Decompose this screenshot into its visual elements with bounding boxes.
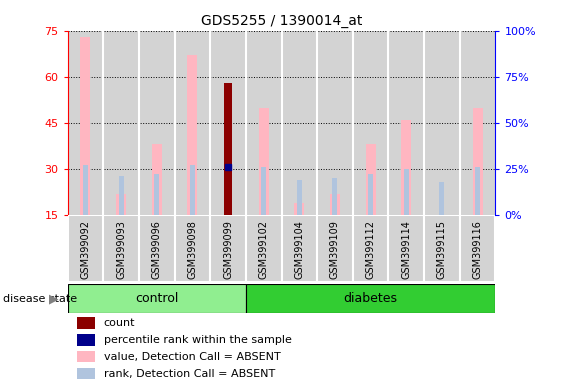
- Bar: [317, 215, 353, 282]
- Bar: [77, 318, 95, 329]
- Title: GDS5255 / 1390014_at: GDS5255 / 1390014_at: [201, 14, 362, 28]
- Text: percentile rank within the sample: percentile rank within the sample: [104, 335, 292, 345]
- Bar: [353, 31, 388, 215]
- Bar: [187, 55, 198, 215]
- Text: GSM399093: GSM399093: [116, 220, 126, 279]
- Bar: [77, 351, 95, 362]
- Bar: [424, 31, 460, 215]
- Bar: [103, 215, 139, 282]
- Bar: [388, 215, 424, 282]
- Text: GSM399098: GSM399098: [187, 220, 198, 279]
- Bar: [83, 165, 88, 215]
- Bar: [368, 174, 373, 215]
- Bar: [154, 174, 159, 215]
- Bar: [475, 167, 480, 215]
- Bar: [77, 334, 95, 346]
- Text: GSM399114: GSM399114: [401, 220, 412, 279]
- Bar: [175, 31, 210, 215]
- Text: diabetes: diabetes: [343, 292, 397, 305]
- Bar: [282, 31, 317, 215]
- Bar: [210, 31, 246, 215]
- Bar: [68, 31, 103, 215]
- Text: disease state: disease state: [3, 294, 77, 304]
- Bar: [460, 31, 495, 215]
- Text: GSM399115: GSM399115: [437, 220, 447, 280]
- Bar: [460, 215, 495, 282]
- Bar: [317, 31, 353, 215]
- Text: GSM399116: GSM399116: [472, 220, 482, 279]
- Bar: [139, 215, 175, 282]
- Text: GSM399102: GSM399102: [258, 220, 269, 280]
- Bar: [246, 284, 495, 313]
- Bar: [424, 215, 460, 282]
- Text: GSM399109: GSM399109: [330, 220, 340, 279]
- Bar: [77, 368, 95, 379]
- Bar: [258, 108, 269, 215]
- Bar: [294, 203, 305, 215]
- Bar: [353, 215, 388, 282]
- Bar: [401, 120, 412, 215]
- Text: ▶: ▶: [49, 292, 59, 305]
- Bar: [246, 31, 282, 215]
- Bar: [68, 284, 246, 313]
- Bar: [103, 31, 139, 215]
- Bar: [139, 31, 175, 215]
- Bar: [330, 194, 340, 215]
- Bar: [119, 176, 123, 215]
- Bar: [388, 31, 424, 215]
- Text: control: control: [135, 292, 178, 305]
- Text: GSM399092: GSM399092: [81, 220, 91, 280]
- Bar: [68, 215, 103, 282]
- Text: count: count: [104, 318, 135, 328]
- Bar: [333, 178, 337, 215]
- Text: GSM399112: GSM399112: [365, 220, 376, 280]
- Bar: [440, 182, 444, 215]
- Text: GSM399104: GSM399104: [294, 220, 305, 279]
- Text: GSM399096: GSM399096: [151, 220, 162, 279]
- Text: value, Detection Call = ABSENT: value, Detection Call = ABSENT: [104, 352, 280, 362]
- Bar: [282, 215, 317, 282]
- Bar: [190, 165, 195, 215]
- Bar: [246, 215, 282, 282]
- Bar: [365, 144, 376, 215]
- Bar: [404, 169, 409, 215]
- Bar: [297, 180, 302, 215]
- Bar: [261, 167, 266, 215]
- Bar: [224, 83, 232, 215]
- Bar: [151, 144, 162, 215]
- Bar: [175, 215, 210, 282]
- Bar: [472, 108, 482, 215]
- Bar: [210, 215, 246, 282]
- Bar: [116, 194, 126, 215]
- Text: GSM399099: GSM399099: [223, 220, 233, 279]
- Text: rank, Detection Call = ABSENT: rank, Detection Call = ABSENT: [104, 369, 275, 379]
- Bar: [81, 37, 91, 215]
